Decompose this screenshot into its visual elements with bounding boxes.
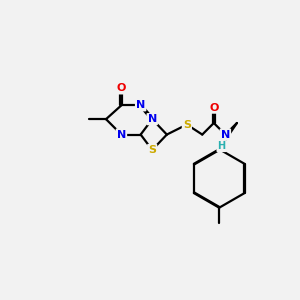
Text: O: O xyxy=(117,83,126,93)
Text: O: O xyxy=(209,103,218,112)
Text: H: H xyxy=(218,141,226,151)
Text: N: N xyxy=(221,130,230,140)
Text: N: N xyxy=(148,114,157,124)
Text: N: N xyxy=(117,130,126,140)
Text: N: N xyxy=(136,100,145,110)
Text: S: S xyxy=(183,119,191,130)
Text: S: S xyxy=(148,145,156,155)
